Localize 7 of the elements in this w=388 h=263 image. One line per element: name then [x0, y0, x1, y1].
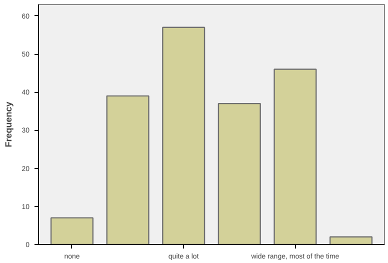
y-axis-title: Frequency — [4, 102, 14, 148]
bar — [50, 217, 94, 244]
bar — [106, 95, 150, 244]
bar — [162, 26, 206, 244]
bar — [329, 236, 373, 244]
bar — [218, 102, 261, 244]
bar — [274, 68, 317, 244]
